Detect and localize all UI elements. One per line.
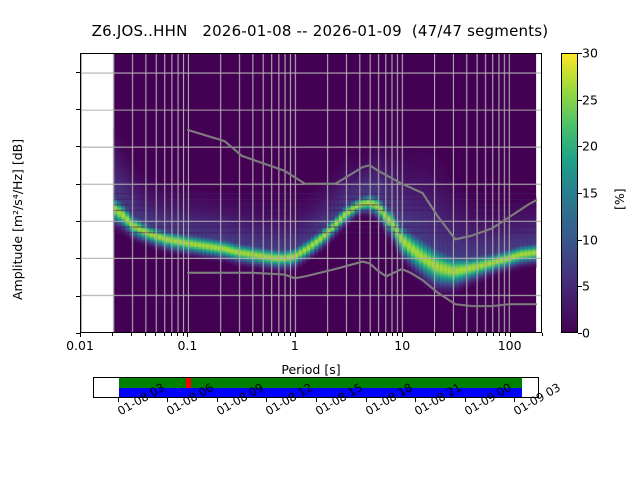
x-tick-mark: [327, 333, 329, 336]
x-tick-mark: [144, 333, 146, 336]
page-title: Z6.JOS..HHN 2026-01-08 -- 2026-01-09 (47…: [91, 22, 549, 40]
data-coverage-green[interactable]: [118, 378, 522, 388]
timeline-tick-mark: [514, 398, 516, 402]
x-tick-mark: [499, 333, 501, 336]
x-tick-mark: [504, 333, 506, 336]
colorbar-tick-label: 5: [582, 278, 590, 294]
x-tick-mark: [385, 333, 387, 336]
x-tick-mark: [359, 333, 361, 336]
y-tick-mark: [76, 258, 80, 260]
x-tick-mark: [369, 333, 371, 336]
timeline-tick-mark: [316, 398, 317, 402]
x-tick-label: 100: [497, 338, 522, 353]
x-tick-label: 0.01: [66, 338, 94, 353]
x-tick-mark: [397, 333, 399, 336]
x-tick-mark: [131, 333, 133, 336]
x-tick-mark: [182, 333, 184, 336]
colorbar: [561, 53, 578, 333]
timeline-tick-mark: [415, 398, 417, 402]
colorbar-tick-mark: [578, 286, 582, 288]
colorbar-tick-label: 0: [582, 325, 590, 341]
x-tick-mark: [278, 333, 280, 336]
x-tick-mark: [294, 333, 296, 337]
ppsd-axes: [80, 53, 542, 333]
x-axis-label: Period [s]: [281, 362, 341, 377]
timeline-tick-mark: [167, 398, 169, 402]
x-tick-mark: [112, 333, 114, 336]
x-tick-mark: [271, 333, 272, 336]
timeline-tick-mark: [464, 398, 466, 402]
x-tick-mark: [434, 333, 436, 336]
x-tick-mark: [477, 333, 479, 336]
x-tick-mark: [509, 333, 511, 337]
y-tick-mark: [76, 295, 80, 297]
y-tick-mark: [76, 71, 80, 73]
colorbar-label: [%]: [612, 188, 627, 210]
colorbar-tick-mark: [578, 333, 582, 334]
x-tick-label: 10: [394, 338, 411, 353]
x-tick-label: 0.1: [177, 338, 198, 353]
x-tick-mark: [284, 333, 286, 336]
x-tick-mark: [391, 333, 393, 336]
x-tick-mark: [493, 333, 495, 336]
x-tick-mark: [378, 333, 380, 336]
colorbar-tick-label: 25: [582, 92, 598, 108]
timeline-tick-mark: [266, 398, 268, 402]
x-tick-mark: [485, 333, 487, 336]
x-tick-mark: [453, 333, 455, 336]
colorbar-tick-label: 20: [582, 138, 598, 154]
timeline-tick-mark: [216, 398, 218, 402]
timeline-tick-mark: [365, 398, 367, 402]
timeline-axes[interactable]: [93, 377, 539, 398]
x-tick-mark: [346, 333, 348, 336]
colorbar-tick-mark: [578, 146, 582, 148]
x-tick-mark: [542, 333, 543, 336]
y-tick-mark: [76, 333, 80, 334]
colorbar-tick-label: 30: [582, 45, 598, 61]
x-tick-mark: [177, 333, 178, 336]
y-tick-mark: [76, 183, 80, 185]
x-tick-mark: [262, 333, 264, 336]
ppsd-heatmap-canvas: [81, 54, 541, 332]
x-tick-mark: [219, 333, 221, 336]
timeline-selected-segment-marker[interactable]: [185, 378, 191, 388]
colorbar-tick-mark: [578, 193, 582, 194]
x-tick-mark: [170, 333, 172, 336]
x-tick-mark: [187, 333, 189, 337]
x-tick-mark: [80, 333, 81, 337]
x-tick-mark: [402, 333, 404, 337]
x-tick-mark: [289, 333, 291, 336]
x-tick-mark: [466, 333, 468, 336]
x-tick-mark: [238, 333, 240, 336]
x-tick-mark: [163, 333, 165, 336]
x-tick-mark: [252, 333, 254, 336]
y-tick-mark: [76, 109, 80, 110]
colorbar-tick-mark: [578, 53, 582, 54]
timeline-tick-mark: [117, 398, 119, 402]
x-tick-mark: [155, 333, 157, 336]
y-tick-mark: [76, 146, 80, 148]
y-tick-mark: [76, 221, 80, 222]
colorbar-tick-label: 15: [582, 185, 598, 201]
colorbar-tick-label: 10: [582, 232, 598, 248]
data-coverage-blue[interactable]: [118, 387, 522, 397]
colorbar-tick-mark: [578, 239, 582, 241]
colorbar-tick-mark: [578, 99, 582, 101]
y-axis-label: Amplitude [m²/s⁴/Hz] [dB]: [10, 138, 25, 300]
x-tick-label: 1: [290, 338, 299, 353]
